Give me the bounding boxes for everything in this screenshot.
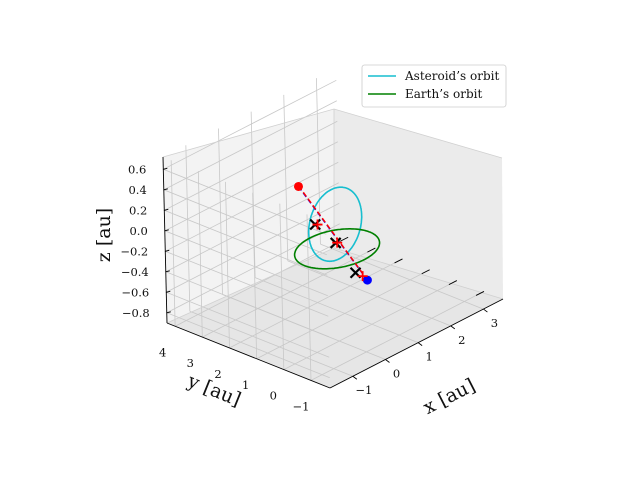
x-tick-mark <box>483 308 488 313</box>
axis-lines <box>162 156 504 389</box>
grid-line-y-wall <box>279 203 285 370</box>
x-tick-mark <box>352 375 358 380</box>
y-tick-label: 0 <box>270 389 277 403</box>
z-tick-label: −0.2 <box>120 244 148 258</box>
z-tick-label: 0.4 <box>128 183 146 197</box>
z-tick-label: 0.2 <box>129 203 147 217</box>
z-axis-label: z [au] <box>93 208 115 262</box>
z-tick-mark <box>166 311 171 314</box>
dashed-segment <box>297 185 368 280</box>
x-tick-label: 3 <box>491 316 498 330</box>
plus-marker <box>357 271 368 282</box>
y-tick-mark <box>421 269 430 275</box>
x-axis-label: x [au] <box>420 374 479 419</box>
y-tick-mark <box>475 291 485 296</box>
z-tick-label: 0.0 <box>129 224 147 238</box>
grid-line-y-floor <box>283 280 457 370</box>
y-tick-label: 3 <box>187 356 194 370</box>
grid-line-x-floor <box>320 243 484 310</box>
x-tick-label: 2 <box>458 333 465 347</box>
grid-line-x-wall <box>218 128 223 295</box>
x-tick-mark <box>450 325 456 330</box>
plus-marker <box>332 237 343 248</box>
z-tick-label: −0.6 <box>121 285 149 299</box>
y-tick-label: −1 <box>293 399 310 413</box>
z-axis-line <box>162 156 168 324</box>
x-tick-label: 0 <box>393 366 400 380</box>
x-tick-mark <box>417 342 423 347</box>
z-tick-mark <box>165 270 170 273</box>
y-tick-mark <box>394 258 403 264</box>
grid-line-y-wall <box>306 214 312 381</box>
legend: Asteroid’s orbit Earth’s orbit <box>361 64 507 108</box>
pane-left <box>163 109 334 323</box>
plus-marker <box>312 219 323 230</box>
y-tick-mark <box>340 236 349 242</box>
grid-line-y-floor <box>310 291 485 381</box>
grid-line-y-wall <box>225 181 230 348</box>
legend-label-asteroid: Asteroid’s orbit <box>404 69 499 83</box>
pane-edges <box>162 108 504 324</box>
grid-line-y-wall <box>170 160 176 327</box>
z-tick-mark <box>163 167 168 170</box>
z-tick-label: −0.8 <box>122 306 150 320</box>
y-tick-label: 2 <box>214 367 221 381</box>
y-axis-line <box>166 322 331 389</box>
grid-line-y-floor <box>202 247 376 338</box>
z-tick-mark <box>163 188 168 191</box>
position-marker <box>293 181 303 191</box>
z-tick-mark <box>165 249 170 252</box>
x-tick-mark <box>385 359 390 363</box>
earth-orbit-line <box>293 228 381 270</box>
grid-line-x-floor <box>254 277 419 344</box>
x-tick-label: 1 <box>425 350 432 364</box>
z-tick-label: 0.6 <box>128 162 146 176</box>
z-tick-mark <box>166 290 171 293</box>
asteroid-orbit-line <box>307 186 363 263</box>
grid-line-x-floor <box>189 310 353 377</box>
grid-line-x-wall <box>185 145 191 312</box>
x-axis-line <box>329 298 504 389</box>
legend-box <box>361 64 507 108</box>
grid-line-x-wall <box>250 111 256 278</box>
grid-line-y-wall <box>252 192 258 359</box>
x-tick-label: −1 <box>355 383 372 397</box>
grid-line-x-floor <box>287 260 451 327</box>
y-tick-mark <box>367 247 376 253</box>
z-tick-mark <box>164 208 169 211</box>
tick-marks-and-labels: −1 0 1 2 3 −1 0 1 2 3 4 −0.8 −0.6 −0.4 −0.2 0.0 0.2 0.4 0.… <box>120 162 498 413</box>
grid-line-y-floor <box>256 269 430 360</box>
y-tick-mark <box>448 280 458 285</box>
y-tick-label: 1 <box>242 378 249 392</box>
z-tick-mark <box>164 229 169 232</box>
grid-line-y-floor <box>229 258 403 349</box>
plot-data <box>293 181 381 285</box>
z-tick-label: −0.4 <box>121 265 149 279</box>
y-tick-label: 4 <box>159 345 166 359</box>
legend-label-earth: Earth’s orbit <box>405 87 482 101</box>
position-marker <box>362 275 372 285</box>
